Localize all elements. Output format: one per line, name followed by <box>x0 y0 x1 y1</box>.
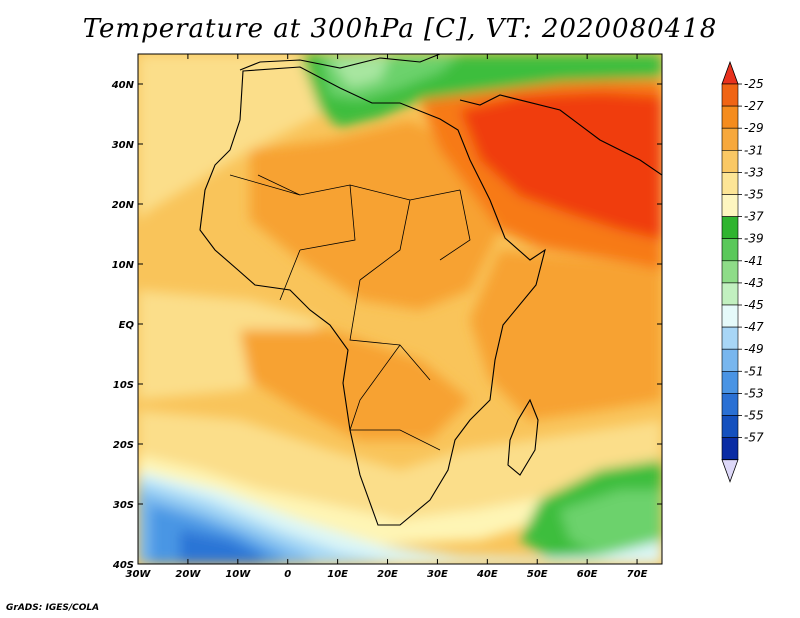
colorbar-label: -25 <box>744 77 764 91</box>
colorbar-box <box>721 326 739 350</box>
field-band-29-africa <box>250 120 500 310</box>
colorbar-box <box>721 216 739 240</box>
lat-tick-label: 10S <box>113 380 134 391</box>
border-lines <box>229 174 471 451</box>
field-band-29-east <box>470 250 662 420</box>
temperature-field <box>138 54 662 564</box>
lat-tick-label: 40N <box>111 80 135 91</box>
field-band-29-south <box>240 330 470 440</box>
lon-tick-label: 0 <box>284 569 291 580</box>
colorbar-label: -31 <box>744 143 764 157</box>
colorbar-label: -47 <box>744 320 764 334</box>
colorbar-box <box>721 348 739 372</box>
lat-tick-label: 20N <box>112 200 135 211</box>
colorbar-label: -39 <box>744 232 764 246</box>
lat-tick-label: 30S <box>113 500 134 511</box>
chart-title: Temperature at 300hPa [C], VT: 202008041… <box>82 14 718 44</box>
lat-tick-label: 40S <box>112 560 134 571</box>
colorbar-box <box>721 393 739 416</box>
colorbar-label: -35 <box>744 188 764 202</box>
plot-frame <box>137 53 663 565</box>
lon-tick-label: 30E <box>427 569 448 580</box>
lon-tick-label: 30W <box>126 569 152 580</box>
colorbar-box <box>721 83 739 107</box>
lat-tick-label: 20S <box>113 440 134 451</box>
field-band-51-south <box>180 530 262 564</box>
colorbar-label: -27 <box>744 99 764 113</box>
coastlines <box>199 54 662 526</box>
madagascar-coastline <box>507 398 539 476</box>
colorbar-label: -29 <box>744 121 764 135</box>
lat-tick-label: EQ <box>119 320 135 331</box>
colorbar-box <box>721 260 739 284</box>
lon-tick-label: 50E <box>527 569 548 580</box>
lon-tick-label: 20W <box>175 569 201 580</box>
colorbar: -25 -27 -29 -31 -33 -35 -37 -39 -41 -43 -45 -47 -49 -… <box>721 60 764 483</box>
colorbar-box <box>721 282 739 306</box>
europe-coastline <box>239 54 441 71</box>
colorbar-label: -49 <box>744 342 764 356</box>
field-band-25 <box>460 92 662 240</box>
field-band-41-north <box>330 56 390 88</box>
colorbar-label: -45 <box>744 298 764 312</box>
colorbar-box <box>721 370 739 394</box>
arabia-coastline <box>459 94 662 176</box>
longitude-axis: 30W 20W 10W 0 10E 20E 30E 40E 50E 60E 70E <box>126 54 648 580</box>
colorbar-box <box>721 194 739 217</box>
lon-tick-label: 10E <box>327 569 348 580</box>
colorbar-top-arrow <box>721 60 739 85</box>
africa-coastline <box>199 66 546 526</box>
colorbar-box <box>721 304 739 328</box>
colorbar-box <box>721 105 739 129</box>
lon-tick-label: 10W <box>225 569 251 580</box>
colorbar-label: -57 <box>744 431 764 445</box>
latitude-axis: 40N 30N 20N 10N EQ 10S 20S 30S 40S <box>111 80 662 571</box>
colorbar-label: -41 <box>744 254 764 268</box>
lon-tick-label: 60E <box>577 569 598 580</box>
colorbar-bottom-arrow <box>721 459 739 483</box>
lat-tick-label: 10N <box>112 260 135 271</box>
colorbar-box <box>721 150 739 173</box>
field-band-39-south <box>560 490 662 556</box>
colorbar-label: -43 <box>744 276 764 290</box>
colorbar-box <box>721 172 739 195</box>
lon-tick-label: 40E <box>476 569 498 580</box>
lon-tick-label: 20E <box>377 569 398 580</box>
credit-text: GrADS: IGES/COLA <box>6 603 100 613</box>
colorbar-label: -55 <box>744 409 764 423</box>
colorbar-box <box>721 238 739 262</box>
colorbar-label: -51 <box>744 364 764 378</box>
colorbar-label: -33 <box>744 165 764 179</box>
colorbar-box <box>721 437 739 461</box>
colorbar-box <box>721 127 739 151</box>
colorbar-label: -53 <box>744 386 764 400</box>
lon-tick-label: 70E <box>627 569 648 580</box>
lat-tick-label: 30N <box>112 140 135 151</box>
colorbar-box <box>721 415 739 438</box>
colorbar-label: -37 <box>744 210 764 224</box>
